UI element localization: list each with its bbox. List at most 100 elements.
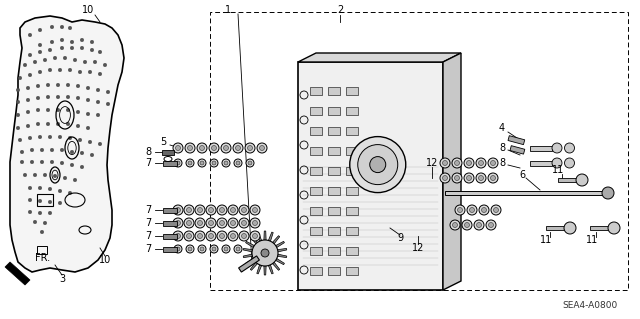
Circle shape bbox=[58, 135, 62, 139]
Circle shape bbox=[86, 126, 90, 130]
Circle shape bbox=[28, 198, 32, 202]
Circle shape bbox=[467, 160, 472, 166]
Circle shape bbox=[78, 70, 82, 74]
Circle shape bbox=[68, 26, 72, 30]
Circle shape bbox=[66, 122, 70, 126]
Text: 5: 5 bbox=[160, 137, 166, 147]
Circle shape bbox=[66, 108, 70, 112]
Circle shape bbox=[48, 48, 52, 52]
Circle shape bbox=[88, 70, 92, 74]
Circle shape bbox=[217, 231, 227, 241]
Bar bbox=[310, 207, 322, 215]
Circle shape bbox=[211, 145, 216, 151]
Circle shape bbox=[38, 43, 42, 47]
Circle shape bbox=[50, 40, 54, 44]
Circle shape bbox=[40, 148, 44, 152]
Circle shape bbox=[493, 207, 499, 212]
Circle shape bbox=[38, 28, 42, 32]
Circle shape bbox=[78, 138, 82, 142]
Polygon shape bbox=[273, 236, 280, 244]
Circle shape bbox=[481, 207, 486, 212]
Circle shape bbox=[53, 56, 57, 60]
Bar bbox=[328, 147, 340, 155]
Bar bbox=[328, 247, 340, 255]
Circle shape bbox=[76, 110, 80, 114]
Circle shape bbox=[88, 140, 92, 144]
Circle shape bbox=[220, 220, 225, 226]
Polygon shape bbox=[5, 262, 30, 285]
Bar bbox=[328, 187, 340, 195]
Circle shape bbox=[246, 159, 254, 167]
Circle shape bbox=[239, 218, 249, 228]
Circle shape bbox=[174, 245, 182, 253]
Circle shape bbox=[63, 56, 67, 60]
Circle shape bbox=[48, 211, 52, 215]
Circle shape bbox=[46, 122, 50, 126]
Bar bbox=[210, 12, 628, 290]
Circle shape bbox=[90, 40, 94, 44]
Circle shape bbox=[195, 231, 205, 241]
Circle shape bbox=[198, 234, 202, 239]
Bar bbox=[310, 167, 322, 175]
Circle shape bbox=[440, 173, 450, 183]
Circle shape bbox=[18, 138, 22, 142]
Circle shape bbox=[46, 83, 50, 87]
Polygon shape bbox=[250, 262, 257, 270]
Bar bbox=[37, 246, 47, 254]
Circle shape bbox=[479, 175, 483, 181]
Circle shape bbox=[602, 187, 614, 199]
Text: FR.: FR. bbox=[35, 253, 50, 263]
Circle shape bbox=[76, 96, 80, 100]
Circle shape bbox=[18, 76, 22, 80]
Bar bbox=[310, 107, 322, 115]
Circle shape bbox=[36, 96, 40, 100]
Polygon shape bbox=[246, 241, 254, 248]
Circle shape bbox=[552, 158, 562, 168]
Polygon shape bbox=[278, 254, 287, 257]
Circle shape bbox=[40, 230, 44, 234]
Circle shape bbox=[184, 231, 194, 241]
Circle shape bbox=[96, 88, 100, 92]
Bar bbox=[310, 147, 322, 155]
Circle shape bbox=[250, 205, 260, 215]
Circle shape bbox=[48, 135, 52, 139]
Bar bbox=[328, 167, 340, 175]
Text: 8: 8 bbox=[499, 158, 505, 168]
Circle shape bbox=[90, 153, 94, 157]
Circle shape bbox=[476, 173, 486, 183]
Circle shape bbox=[48, 68, 52, 72]
Bar bbox=[163, 234, 177, 239]
Circle shape bbox=[33, 60, 36, 64]
Circle shape bbox=[197, 143, 207, 153]
Circle shape bbox=[209, 220, 214, 226]
Circle shape bbox=[16, 88, 20, 92]
Circle shape bbox=[212, 161, 216, 165]
Circle shape bbox=[442, 160, 447, 166]
Polygon shape bbox=[298, 53, 461, 62]
Text: 10: 10 bbox=[82, 5, 94, 15]
Circle shape bbox=[210, 159, 218, 167]
Circle shape bbox=[248, 161, 252, 165]
Text: 7: 7 bbox=[145, 231, 151, 241]
Circle shape bbox=[490, 160, 495, 166]
Circle shape bbox=[198, 159, 206, 167]
Circle shape bbox=[60, 38, 64, 42]
Circle shape bbox=[56, 95, 60, 99]
Text: 7: 7 bbox=[145, 205, 151, 215]
Text: 3: 3 bbox=[59, 274, 65, 284]
Circle shape bbox=[230, 234, 236, 239]
Polygon shape bbox=[268, 265, 273, 274]
Circle shape bbox=[491, 205, 501, 215]
Circle shape bbox=[36, 122, 40, 126]
Circle shape bbox=[467, 175, 472, 181]
Circle shape bbox=[486, 220, 496, 230]
Circle shape bbox=[186, 220, 191, 226]
Bar bbox=[510, 146, 525, 154]
Circle shape bbox=[20, 150, 24, 154]
Circle shape bbox=[33, 220, 36, 224]
Bar bbox=[346, 167, 358, 175]
Circle shape bbox=[174, 159, 182, 167]
Circle shape bbox=[66, 83, 70, 87]
Circle shape bbox=[209, 207, 214, 212]
Circle shape bbox=[252, 240, 278, 266]
